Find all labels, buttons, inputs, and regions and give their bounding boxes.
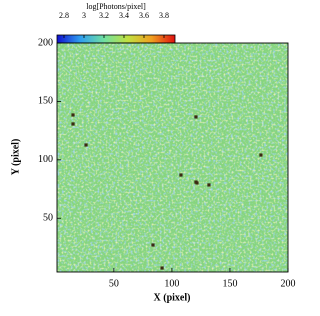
plot-frame bbox=[56, 42, 289, 273]
spot bbox=[84, 143, 88, 147]
colorbar-label: log[Photons/pixel] bbox=[86, 2, 146, 11]
colorbar-tick-label: 3.4 bbox=[119, 11, 129, 20]
spot bbox=[259, 153, 263, 157]
spot bbox=[207, 183, 211, 187]
y-tick-label: 100 bbox=[38, 154, 53, 165]
spot bbox=[71, 122, 75, 126]
spot bbox=[194, 115, 198, 119]
y-axis-label: Y (pixel) bbox=[10, 139, 21, 176]
spot bbox=[179, 173, 183, 177]
colorbar-tick-label: 3.6 bbox=[139, 11, 149, 20]
spot bbox=[160, 266, 164, 270]
colorbar bbox=[56, 34, 176, 44]
x-tick-label: 200 bbox=[281, 278, 296, 289]
colorbar-tick-label: 2.8 bbox=[59, 11, 69, 20]
y-tick-label: 150 bbox=[38, 96, 53, 107]
spot bbox=[151, 243, 155, 247]
y-tick-label: 200 bbox=[38, 37, 53, 48]
y-tick-label: 50 bbox=[43, 213, 53, 224]
colorbar-tick-label: 3.8 bbox=[159, 11, 169, 20]
heatmap-noise bbox=[57, 43, 288, 272]
colorbar-tick-label: 3.2 bbox=[99, 11, 109, 20]
spot bbox=[71, 113, 75, 117]
x-axis-label: X (pixel) bbox=[154, 292, 191, 303]
x-tick-label: 150 bbox=[222, 278, 237, 289]
colorbar-tick-label: 3 bbox=[82, 11, 86, 20]
spot bbox=[195, 181, 199, 185]
x-tick-label: 50 bbox=[109, 278, 119, 289]
x-tick-label: 100 bbox=[164, 278, 179, 289]
